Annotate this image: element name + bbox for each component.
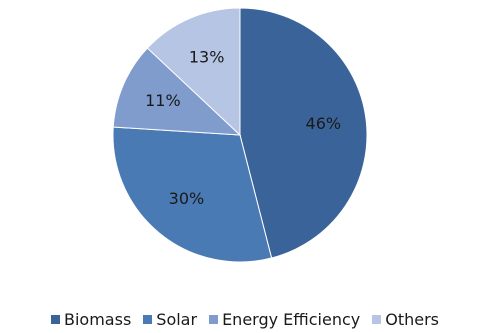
pie-slice-biomass	[239, 7, 368, 259]
pie-slice-energy-efficiency	[112, 47, 242, 136]
pie-slice-solar	[112, 126, 273, 263]
legend-label-energy-efficiency: Energy Efficiency	[222, 310, 361, 329]
pie-slice-others	[146, 7, 241, 137]
pie-chart-svg: 46% 30% 11% 13%	[112, 7, 368, 263]
legend: Biomass Solar Energy Efficiency Others	[0, 310, 490, 329]
legend-swatch-solar	[143, 315, 153, 324]
legend-item-energy-efficiency: Energy Efficiency	[209, 310, 360, 329]
pie-slices	[112, 7, 368, 263]
data-label-energy-efficiency: 11%	[145, 91, 181, 110]
legend-swatch-others	[372, 315, 382, 324]
legend-label-others: Others	[385, 310, 439, 329]
legend-label-biomass: Biomass	[64, 310, 132, 329]
legend-item-biomass: Biomass	[51, 310, 131, 329]
legend-swatch-biomass	[51, 315, 60, 324]
legend-item-solar: Solar	[143, 310, 197, 329]
data-label-biomass: 46%	[306, 114, 342, 133]
data-label-others: 13%	[189, 47, 225, 66]
legend-swatch-energy-efficiency	[209, 315, 219, 324]
data-label-solar: 30%	[169, 189, 205, 208]
pie-data-labels: 46% 30% 11% 13%	[145, 47, 341, 208]
legend-label-solar: Solar	[156, 310, 198, 329]
legend-item-others: Others	[372, 310, 439, 329]
